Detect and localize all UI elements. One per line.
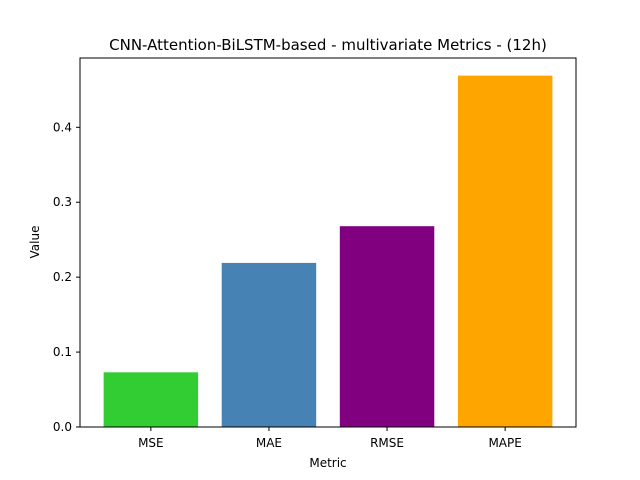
y-axis-ticks: 0.0 0.1 0.2 0.3 0.4 bbox=[53, 120, 80, 434]
y-tick-label: 0.2 bbox=[53, 270, 72, 284]
y-axis-label: Value bbox=[28, 226, 42, 259]
bar-mse bbox=[103, 372, 199, 427]
x-axis-label: Metric bbox=[309, 456, 346, 470]
x-tick-label: MAPE bbox=[488, 436, 521, 450]
plot-frame bbox=[79, 57, 577, 428]
bar-mae bbox=[221, 262, 317, 427]
y-tick-label: 0.4 bbox=[53, 120, 72, 134]
chart-title: CNN-Attention-BiLSTM-based - multivariat… bbox=[109, 36, 547, 54]
x-tick-label: MSE bbox=[138, 436, 164, 450]
x-axis-ticks: MSE MAE RMSE MAPE bbox=[138, 427, 522, 450]
y-tick-label: 0.0 bbox=[53, 420, 72, 434]
y-tick-label: 0.3 bbox=[53, 195, 72, 209]
bar-rmse bbox=[339, 226, 435, 427]
y-tick-label: 0.1 bbox=[53, 345, 72, 359]
x-tick-label: RMSE bbox=[370, 436, 404, 450]
bar-mape bbox=[457, 75, 553, 428]
bars-group bbox=[103, 75, 553, 428]
x-tick-label: MAE bbox=[256, 436, 282, 450]
